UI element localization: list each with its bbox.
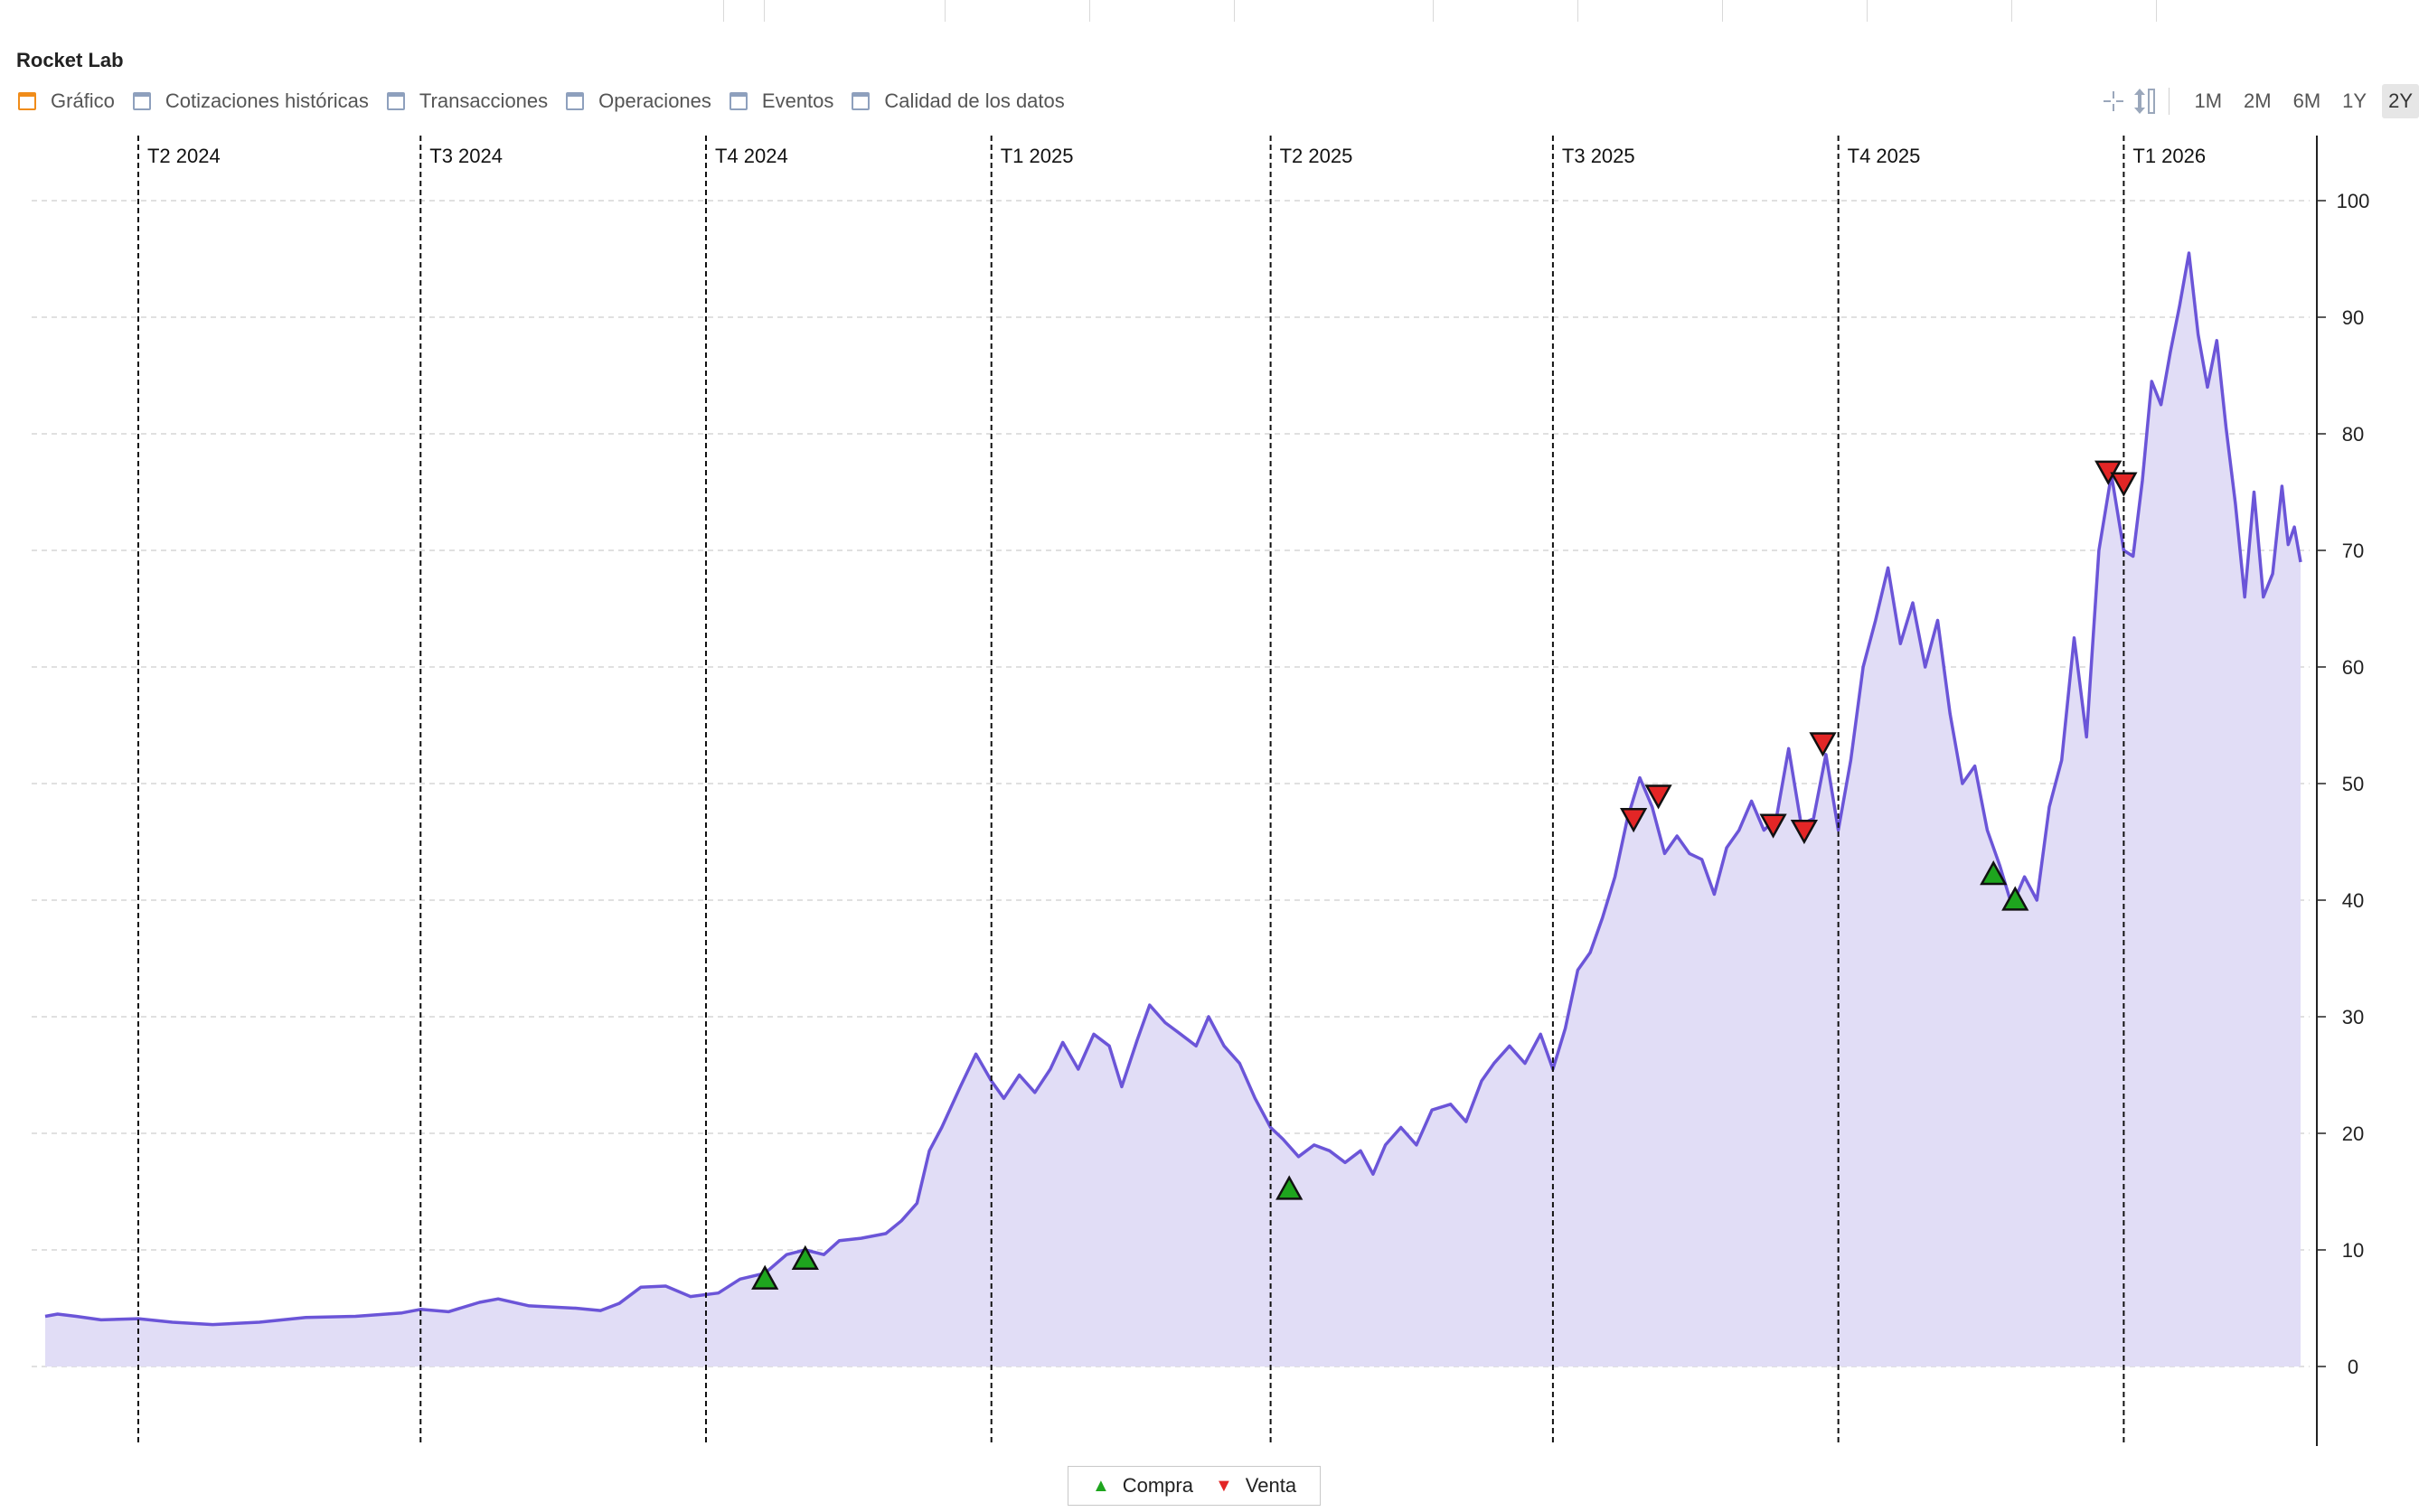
sell-marker (1790, 819, 1819, 845)
y-tick-label: 90 (2342, 306, 2364, 329)
vertical-resize-icon[interactable] (2131, 86, 2158, 117)
quarter-label: T1 2025 (1001, 145, 1074, 167)
toolbar-divider (2169, 88, 2170, 115)
sell-marker (1759, 813, 1787, 839)
sell-triangle-icon: ▼ (1214, 1476, 1233, 1496)
y-tick-label: 60 (2342, 656, 2364, 679)
chart-legend: ▲ Compra ▼ Venta (1068, 1466, 1321, 1506)
buy-marker (791, 1244, 819, 1270)
tab-label: Operaciones (598, 89, 711, 112)
top-scroll-ticks (0, 0, 2419, 23)
range-button-2m[interactable]: 2M (2244, 89, 2272, 112)
y-tick-label: 100 (2337, 190, 2370, 212)
tab-cotizaciones-historicas[interactable]: Cotizaciones históricas (132, 89, 369, 113)
window-icon (18, 92, 36, 110)
buy-marker (751, 1264, 779, 1290)
range-button-6m[interactable]: 6M (2292, 89, 2321, 112)
top-tick (1577, 0, 1578, 22)
legend-item-sell[interactable]: ▼ Venta (1215, 1474, 1296, 1498)
range-button-2y[interactable]: 2Y (2382, 84, 2419, 118)
buy-marker (1980, 860, 2008, 886)
tab-label: Cotizaciones históricas (165, 89, 369, 112)
tab-bar: Gráfico Cotizaciones históricas Transacc… (18, 87, 1083, 116)
tab-label: Calidad de los datos (884, 89, 1065, 112)
top-tick (1433, 0, 1434, 22)
quarter-label: T3 2025 (1562, 145, 1635, 167)
quarter-label: T2 2025 (1280, 145, 1353, 167)
quarter-label: T4 2025 (1848, 145, 1921, 167)
y-tick-label: 30 (2342, 1006, 2364, 1028)
top-tick (723, 0, 724, 22)
window-icon (386, 92, 405, 110)
tab-eventos[interactable]: Eventos (729, 89, 834, 113)
legend-label-sell: Venta (1245, 1474, 1297, 1497)
top-tick (945, 0, 946, 22)
sell-marker (1620, 808, 1648, 833)
window-icon (852, 92, 871, 110)
tab-calidad-de-los-datos[interactable]: Calidad de los datos (852, 89, 1065, 113)
buy-marker (1275, 1175, 1304, 1200)
buy-triangle-icon: ▲ (1091, 1476, 1110, 1496)
top-tick (1722, 0, 1723, 22)
top-tick (1234, 0, 1235, 22)
window-icon (729, 92, 748, 110)
tab-grafico[interactable]: Gráfico (18, 89, 115, 113)
quarter-label: T3 2024 (429, 145, 503, 167)
legend-item-buy[interactable]: ▲ Compra (1092, 1474, 1193, 1498)
range-button-1y[interactable]: 1Y (2342, 89, 2367, 112)
y-tick-label: 80 (2342, 423, 2364, 446)
quarter-label: T1 2026 (2132, 145, 2206, 167)
range-button-1m[interactable]: 1M (2194, 89, 2223, 112)
sell-marker (1644, 784, 1672, 810)
sell-marker (1809, 732, 1837, 757)
tab-label: Eventos (761, 89, 834, 112)
tab-label: Transacciones (419, 89, 549, 112)
y-tick-label: 40 (2342, 889, 2364, 912)
top-tick (1867, 0, 1868, 22)
top-tick (2156, 0, 2157, 22)
page-title: Rocket Lab (16, 49, 124, 71)
y-tick-label: 50 (2342, 773, 2364, 795)
y-tick-label: 20 (2342, 1122, 2364, 1145)
tab-operaciones[interactable]: Operaciones (566, 89, 711, 113)
quarter-label: T4 2024 (715, 145, 788, 167)
chart-toolbar: 1M 2M 6M 1Y 2Y (2100, 83, 2419, 119)
top-tick (764, 0, 765, 22)
buy-marker (2001, 886, 2029, 911)
y-tick-label: 10 (2342, 1239, 2364, 1262)
legend-label-buy: Compra (1122, 1474, 1193, 1497)
top-tick (1089, 0, 1090, 22)
y-tick-label: 0 (2348, 1356, 2358, 1378)
y-tick-label: 70 (2342, 540, 2364, 562)
top-tick (2011, 0, 2012, 22)
price-area (45, 253, 2301, 1366)
sell-marker (2110, 472, 2138, 497)
quarter-label: T2 2024 (147, 145, 221, 167)
tab-label: Gráfico (51, 89, 115, 112)
window-icon (566, 92, 585, 110)
tab-transacciones[interactable]: Transacciones (386, 89, 549, 113)
crosshair-icon[interactable] (2100, 86, 2127, 117)
window-icon (132, 92, 151, 110)
price-line (44, 251, 2302, 1327)
